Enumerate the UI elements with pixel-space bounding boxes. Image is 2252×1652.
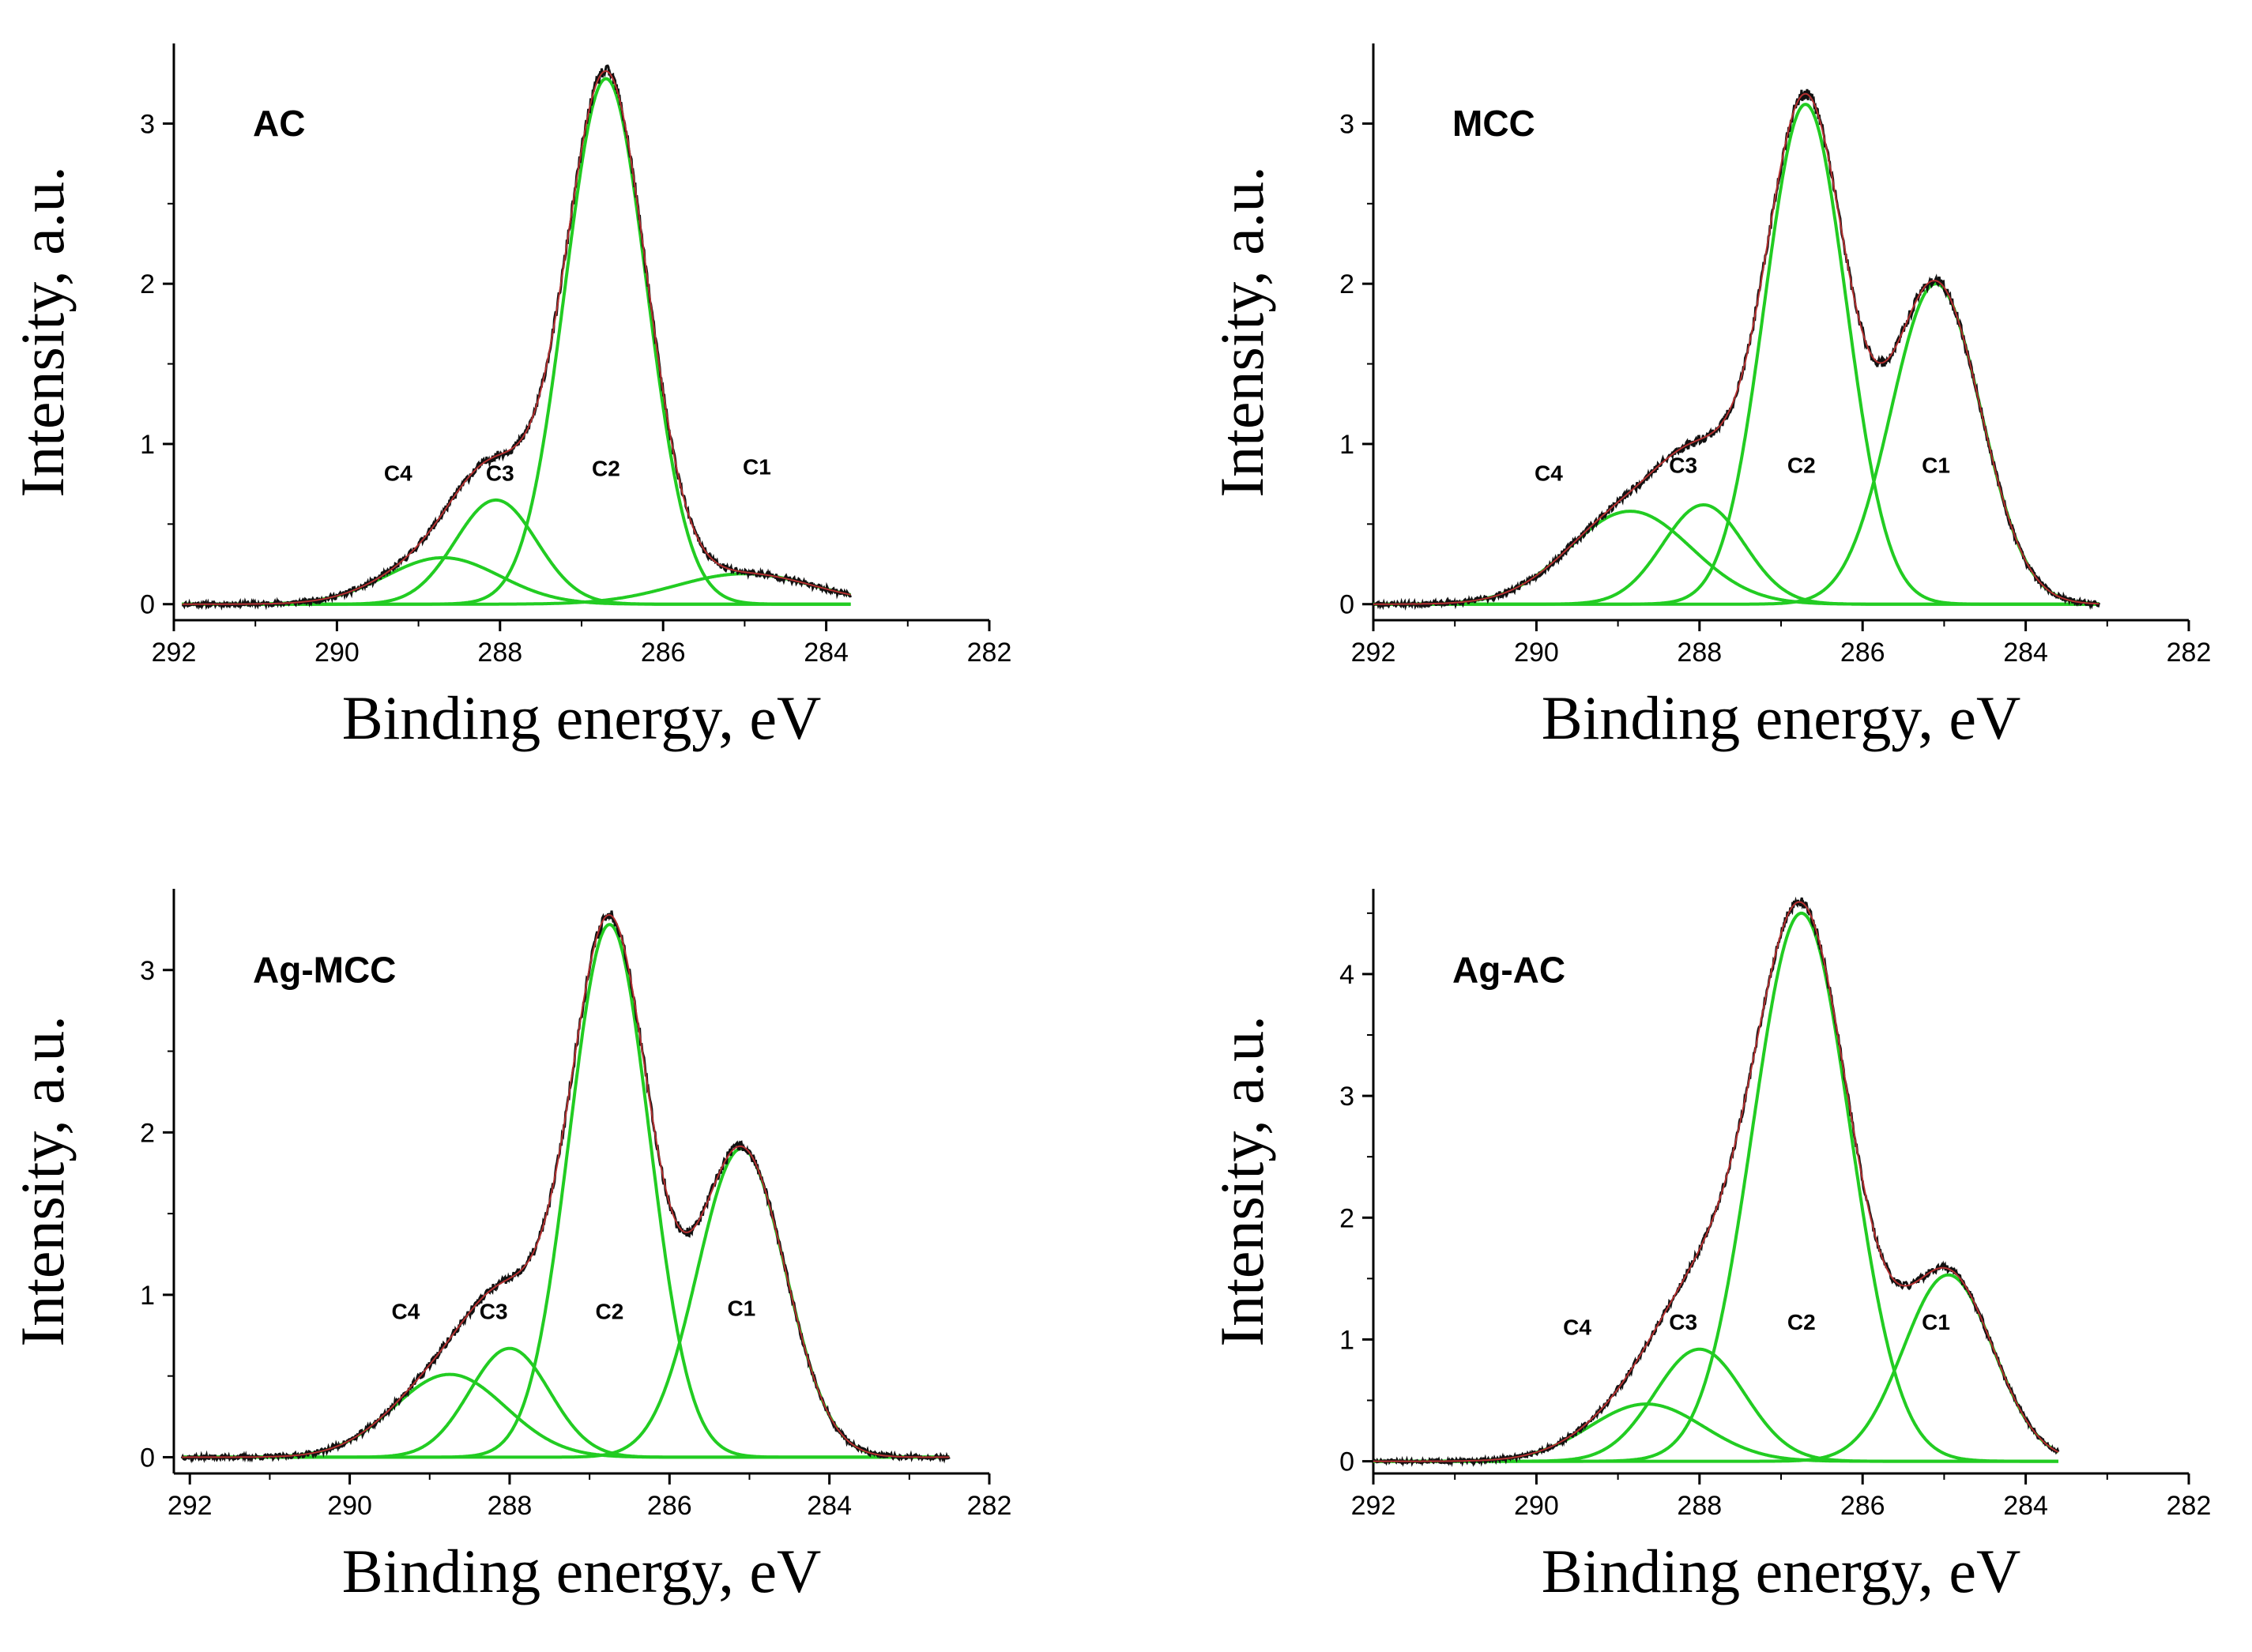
peak-label-c1: C1 — [743, 454, 771, 479]
peak-label-c3: C3 — [1669, 453, 1697, 477]
y-tick-label: 3 — [140, 109, 155, 139]
x-tick-label: 282 — [2167, 638, 2212, 668]
peak-c2-curve — [1373, 103, 2099, 606]
panel-ac: 292 290 288 286 284 282 0 1 2 3 Binding energy, eV… — [8, 43, 1011, 752]
y-tick-label: 3 — [1339, 1082, 1354, 1112]
peak-c2-curve — [182, 923, 950, 1459]
x-tick-label: 286 — [1840, 1491, 1885, 1521]
y-tick-label: 0 — [140, 590, 155, 620]
peak-c1-curve — [182, 1146, 950, 1459]
fit-envelope-line — [182, 70, 851, 605]
x-tick-label: 284 — [804, 638, 849, 668]
y-tick-label: 2 — [1339, 269, 1354, 299]
peak-c4-curve — [1373, 510, 2099, 606]
peak-label-c2: C2 — [1787, 1310, 1816, 1334]
peak-label-c4: C4 — [384, 461, 412, 486]
y-tick-label: 0 — [140, 1443, 155, 1473]
fit-envelope-line — [1373, 92, 2099, 605]
y-tick-label: 1 — [140, 430, 155, 460]
panel-mcc: 292 290 288 286 284 282 0 1 2 3 Binding energy, eV… — [1207, 43, 2211, 752]
x-tick-label: 284 — [807, 1491, 852, 1521]
x-axis-title: Binding energy, eV — [342, 1537, 822, 1605]
x-tick-label: 292 — [152, 638, 197, 668]
x-axis-title: Binding energy, eV — [1542, 1537, 2021, 1605]
peak-label-c2: C2 — [596, 1300, 624, 1324]
panel-title: Ag-AC — [1452, 949, 1565, 990]
panel-ag-mcc: 292 290 288 286 284 282 0 1 2 3 Binding energy, eV… — [8, 889, 1011, 1605]
x-tick-label: 290 — [327, 1491, 372, 1521]
y-tick-label: 0 — [1339, 590, 1354, 620]
x-tick-label: 282 — [2167, 1491, 2212, 1521]
x-tick-label: 288 — [488, 1491, 533, 1521]
peak-c1-curve — [182, 572, 851, 606]
peak-label-c4: C4 — [392, 1300, 420, 1324]
x-tick-label: 290 — [1514, 1491, 1559, 1521]
measured-spectrum-line — [182, 64, 853, 611]
peak-c2-curve — [182, 77, 851, 606]
panel-title: Ag-MCC — [253, 949, 396, 990]
x-tick-label: 282 — [967, 1491, 1012, 1521]
peak-c3-curve — [1373, 503, 2099, 606]
peak-label-c3: C3 — [480, 1300, 508, 1324]
y-tick-label: 1 — [140, 1281, 155, 1311]
y-axis-title: Intensity, a.u. — [1207, 166, 1276, 498]
y-tick-label: 3 — [1339, 109, 1354, 139]
x-tick-label: 286 — [641, 638, 686, 668]
x-tick-label: 286 — [647, 1491, 692, 1521]
y-tick-label: 2 — [140, 1118, 155, 1148]
measured-spectrum-line — [1373, 88, 2100, 612]
peak-label-c4: C4 — [1563, 1315, 1591, 1339]
x-tick-label: 292 — [1351, 638, 1396, 668]
peak-label-c4: C4 — [1535, 461, 1563, 486]
x-tick-label: 288 — [477, 638, 522, 668]
y-tick-label: 2 — [1339, 1203, 1354, 1233]
x-tick-label: 284 — [2003, 1491, 2048, 1521]
y-tick-label: 1 — [1339, 1325, 1354, 1355]
peak-label-c3: C3 — [486, 461, 514, 486]
x-tick-label: 286 — [1840, 638, 1885, 668]
fit-envelope-line — [182, 913, 950, 1458]
peak-label-c1: C1 — [1922, 1310, 1950, 1334]
fit-envelope-line — [1373, 901, 2059, 1462]
y-tick-label: 1 — [1339, 430, 1354, 460]
x-tick-label: 290 — [1514, 638, 1559, 668]
y-axis-title: Intensity, a.u. — [8, 166, 77, 498]
peak-label-c1: C1 — [1922, 453, 1950, 477]
y-axis-title: Intensity, a.u. — [1207, 1015, 1276, 1347]
x-tick-label: 292 — [1351, 1491, 1396, 1521]
peak-c2-curve — [1373, 911, 2058, 1463]
peak-c3-curve — [182, 498, 851, 606]
y-tick-label: 4 — [1339, 960, 1354, 990]
peak-label-c3: C3 — [1669, 1310, 1697, 1334]
panel-ag-ac: 292 290 288 286 284 282 0 1 2 3 4 Binding energy, e… — [1207, 889, 2211, 1605]
x-tick-label: 284 — [2003, 638, 2048, 668]
x-tick-label: 288 — [1677, 638, 1722, 668]
peak-c4-curve — [182, 555, 851, 606]
peak-label-c2: C2 — [1787, 453, 1816, 477]
x-tick-label: 290 — [314, 638, 360, 668]
x-axis-title: Binding energy, eV — [1542, 683, 2021, 752]
x-tick-label: 282 — [967, 638, 1012, 668]
measured-spectrum-line — [180, 910, 951, 1464]
y-tick-label: 3 — [140, 956, 155, 986]
peak-c4-curve — [1373, 1402, 2058, 1463]
peak-c1-curve — [1373, 282, 2099, 606]
peak-c3-curve — [1373, 1347, 2058, 1463]
y-axis-title: Intensity, a.u. — [8, 1015, 77, 1347]
peak-c3-curve — [182, 1346, 950, 1459]
x-tick-label: 292 — [168, 1491, 213, 1521]
panel-title: AC — [253, 103, 305, 144]
x-axis-title: Binding energy, eV — [342, 683, 822, 752]
peak-label-c1: C1 — [727, 1296, 755, 1321]
panel-title: MCC — [1452, 103, 1535, 144]
peak-label-c2: C2 — [592, 457, 620, 481]
y-tick-label: 0 — [1339, 1447, 1354, 1477]
x-tick-label: 288 — [1677, 1491, 1722, 1521]
y-tick-label: 2 — [140, 269, 155, 299]
